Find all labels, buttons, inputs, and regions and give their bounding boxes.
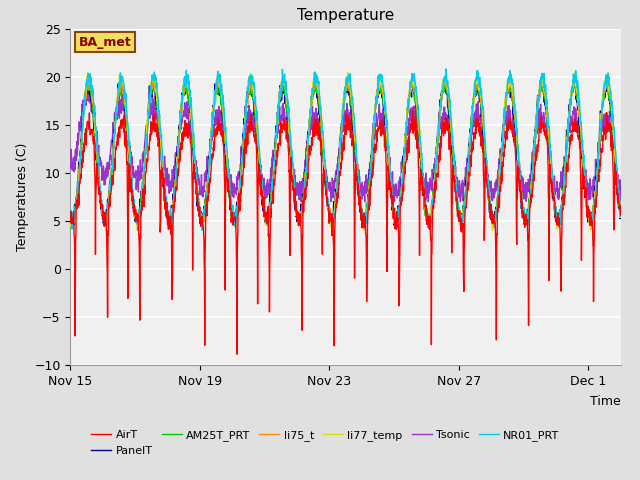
- AM25T_PRT: [320, 163, 328, 168]
- NR01_PRT: [601, 79, 609, 85]
- AirT: [335, 186, 342, 192]
- AM25T_PRT: [617, 214, 625, 220]
- AM25T_PRT: [602, 86, 609, 92]
- Line: AM25T_PRT: AM25T_PRT: [70, 80, 621, 230]
- PanelT: [474, 74, 481, 80]
- Line: AirT: AirT: [70, 111, 621, 354]
- li75_t: [67, 213, 74, 219]
- li75_t: [335, 172, 342, 178]
- PanelT: [95, 181, 102, 187]
- Title: Temperature: Temperature: [297, 9, 394, 24]
- li77_temp: [500, 125, 508, 131]
- NR01_PRT: [442, 66, 450, 72]
- NR01_PRT: [617, 209, 625, 215]
- AM25T_PRT: [95, 176, 102, 181]
- li77_temp: [319, 144, 327, 150]
- NR01_PRT: [320, 142, 328, 147]
- PanelT: [358, 225, 366, 230]
- Tsonic: [67, 166, 74, 171]
- Tsonic: [617, 196, 625, 202]
- li75_t: [602, 83, 609, 88]
- li77_temp: [489, 228, 497, 233]
- PanelT: [67, 216, 74, 222]
- li77_temp: [67, 212, 74, 218]
- Text: BA_met: BA_met: [79, 36, 131, 48]
- li75_t: [500, 113, 508, 119]
- Tsonic: [320, 156, 328, 162]
- Tsonic: [601, 114, 609, 120]
- li75_t: [458, 227, 466, 233]
- li77_temp: [601, 87, 609, 93]
- Text: Time: Time: [590, 395, 621, 408]
- AM25T_PRT: [67, 219, 74, 225]
- NR01_PRT: [602, 78, 609, 84]
- AirT: [95, 183, 102, 189]
- li77_temp: [334, 173, 342, 179]
- Tsonic: [335, 158, 342, 164]
- NR01_PRT: [199, 228, 207, 233]
- NR01_PRT: [95, 160, 102, 166]
- AirT: [500, 142, 508, 148]
- PanelT: [334, 170, 342, 176]
- li75_t: [617, 211, 625, 216]
- li75_t: [95, 166, 102, 172]
- PanelT: [617, 211, 625, 216]
- Tsonic: [260, 199, 268, 204]
- AirT: [320, 175, 328, 180]
- AirT: [233, 351, 241, 357]
- Line: li75_t: li75_t: [70, 75, 621, 230]
- NR01_PRT: [500, 107, 508, 112]
- AM25T_PRT: [134, 227, 141, 233]
- AirT: [601, 127, 609, 132]
- Line: li77_temp: li77_temp: [70, 72, 621, 230]
- li75_t: [320, 151, 328, 156]
- AM25T_PRT: [601, 89, 609, 95]
- AirT: [617, 212, 625, 218]
- li77_temp: [602, 80, 609, 85]
- Y-axis label: Temperatures (C): Temperatures (C): [16, 143, 29, 251]
- NR01_PRT: [335, 175, 342, 180]
- PanelT: [500, 108, 508, 113]
- AM25T_PRT: [335, 160, 342, 166]
- li75_t: [601, 78, 609, 84]
- AirT: [67, 218, 74, 224]
- Legend: AirT, PanelT, AM25T_PRT, li75_t, li77_temp, Tsonic, NR01_PRT: AirT, PanelT, AM25T_PRT, li75_t, li77_te…: [87, 426, 564, 460]
- NR01_PRT: [67, 213, 74, 219]
- AM25T_PRT: [149, 77, 157, 83]
- PanelT: [319, 159, 327, 165]
- li77_temp: [95, 165, 102, 171]
- li77_temp: [571, 69, 579, 75]
- Line: NR01_PRT: NR01_PRT: [70, 69, 621, 230]
- Tsonic: [500, 135, 508, 141]
- li77_temp: [617, 209, 625, 215]
- AirT: [409, 108, 417, 114]
- Tsonic: [602, 115, 609, 120]
- Line: Tsonic: Tsonic: [70, 84, 621, 202]
- Tsonic: [84, 81, 92, 87]
- PanelT: [601, 86, 609, 92]
- Line: PanelT: PanelT: [70, 77, 621, 228]
- PanelT: [602, 86, 609, 92]
- AirT: [602, 126, 609, 132]
- li75_t: [149, 72, 157, 78]
- AM25T_PRT: [500, 114, 508, 120]
- Tsonic: [95, 143, 102, 148]
